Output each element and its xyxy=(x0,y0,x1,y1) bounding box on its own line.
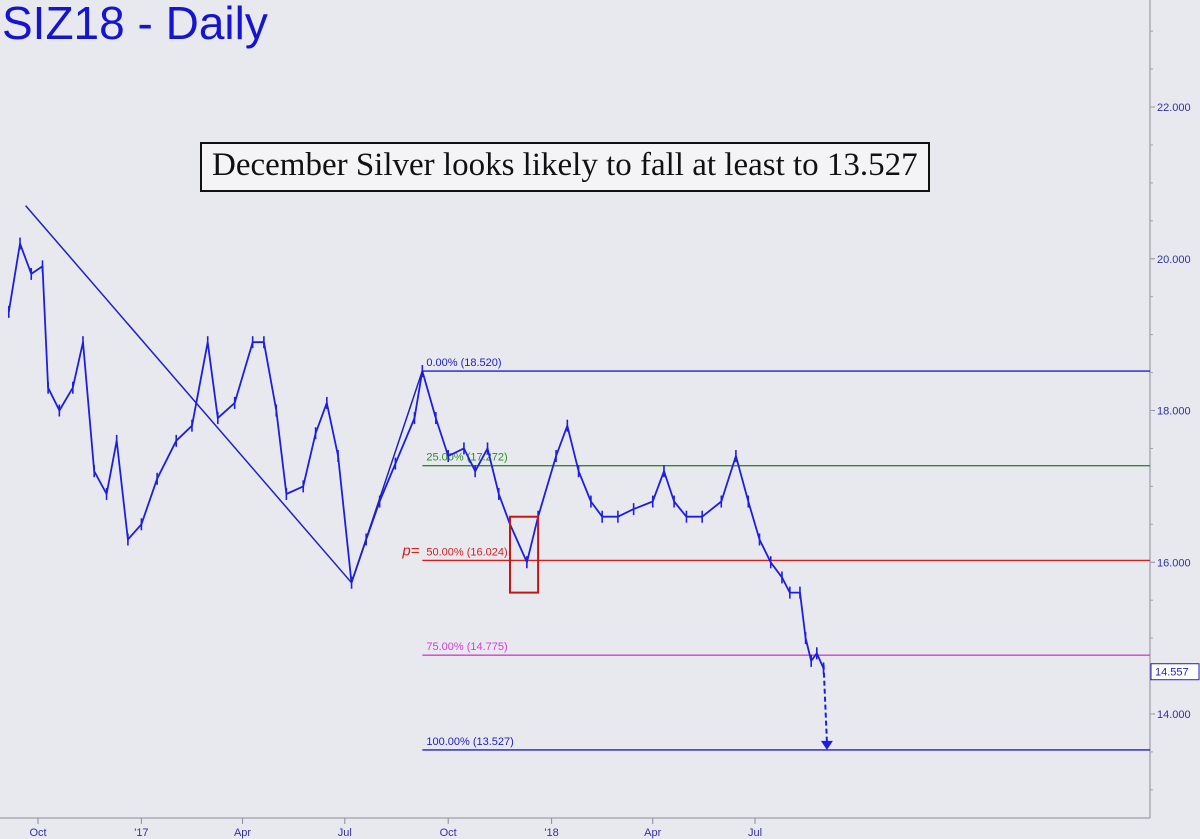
fib-level-label: 50.00% (16.024) xyxy=(426,546,507,558)
target-arrow-head xyxy=(820,740,833,750)
y-tick-label: 20.000 xyxy=(1157,254,1191,266)
x-tick-label: '18 xyxy=(544,827,558,839)
x-tick-label: Apr xyxy=(644,827,661,839)
x-tick-label: Oct xyxy=(440,827,457,839)
price-series-line xyxy=(7,242,825,669)
fib-level-label: 0.00% (18.520) xyxy=(426,357,501,369)
y-tick-label: 22.000 xyxy=(1157,102,1191,114)
x-tick-label: Jul xyxy=(338,827,352,839)
x-tick-label: Jul xyxy=(748,827,762,839)
last-price-label: 14.557 xyxy=(1155,667,1189,679)
x-tick-label: '17 xyxy=(134,827,148,839)
annotation-text: December Silver looks likely to fall at … xyxy=(212,147,918,183)
highlight-box xyxy=(509,515,540,594)
x-tick-label: Oct xyxy=(29,827,46,839)
last-price-box xyxy=(1150,663,1200,681)
fib-level-label: 25.00% (17.272) xyxy=(426,452,507,464)
x-tick-label: Apr xyxy=(234,827,251,839)
chart-title: SIZ18 - Daily xyxy=(2,0,268,49)
y-tick-label: 14.000 xyxy=(1157,709,1191,721)
annotation-box: December Silver looks likely to fall at … xyxy=(200,142,930,192)
fib-level-label: 100.00% (13.527) xyxy=(426,736,513,748)
abc-pattern-line xyxy=(25,205,424,585)
fib-level-label: 75.00% (14.775) xyxy=(426,641,507,653)
pivot-label: p= xyxy=(401,542,419,559)
y-tick-label: 16.000 xyxy=(1157,557,1191,569)
target-arrow-line xyxy=(822,664,828,742)
y-tick-label: 18.000 xyxy=(1157,406,1191,418)
